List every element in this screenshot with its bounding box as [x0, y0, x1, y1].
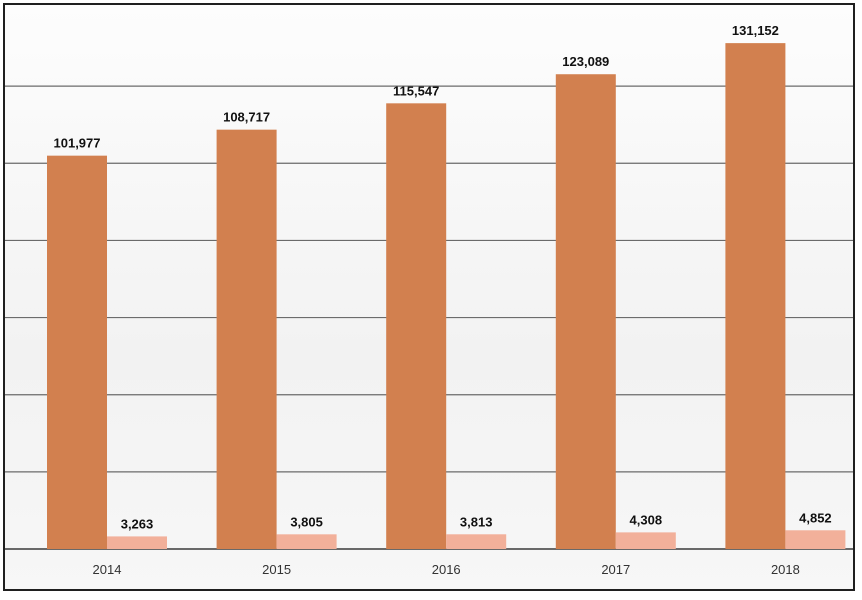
bar: [276, 534, 337, 549]
x-tick-label: 2014: [93, 562, 122, 577]
data-label: 3,263: [121, 516, 154, 531]
data-label: 131,152: [732, 23, 779, 38]
x-tick-label: 2015: [262, 562, 291, 577]
data-label: 4,308: [630, 512, 663, 527]
bar: [725, 43, 786, 550]
data-label: 4,852: [799, 510, 832, 525]
bars: [47, 43, 846, 550]
data-label: 123,089: [562, 54, 609, 69]
x-tick-label: 2017: [601, 562, 630, 577]
bar: [386, 103, 447, 549]
bar: [446, 534, 507, 549]
bar: [615, 532, 676, 549]
data-label: 3,805: [290, 514, 323, 529]
bar: [216, 129, 277, 549]
data-label: 115,547: [393, 83, 439, 98]
data-label: 108,717: [223, 110, 270, 125]
data-label: 3,813: [460, 514, 493, 529]
x-tick-label: 2018: [771, 562, 800, 577]
data-labels: 101,977 3,263 108,717 3,805 115,547 3,813 123,…: [54, 23, 832, 531]
bar: [47, 155, 107, 549]
x-tick-labels: 2014 2015 2016 2017 2018: [93, 562, 800, 577]
x-tick-label: 2016: [432, 562, 461, 577]
bar: [555, 74, 616, 549]
bar: [107, 536, 167, 549]
bar: [785, 530, 846, 549]
data-label: 101,977: [54, 136, 101, 151]
